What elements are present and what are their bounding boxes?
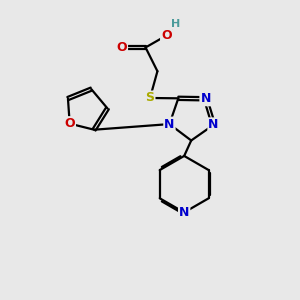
Text: N: N — [208, 118, 219, 131]
Text: H: H — [171, 19, 180, 29]
Text: N: N — [179, 206, 189, 219]
Text: S: S — [146, 92, 154, 104]
Text: N: N — [200, 92, 211, 105]
Text: N: N — [164, 118, 175, 130]
Text: O: O — [64, 117, 75, 130]
Text: O: O — [116, 41, 127, 54]
Text: O: O — [161, 29, 172, 42]
